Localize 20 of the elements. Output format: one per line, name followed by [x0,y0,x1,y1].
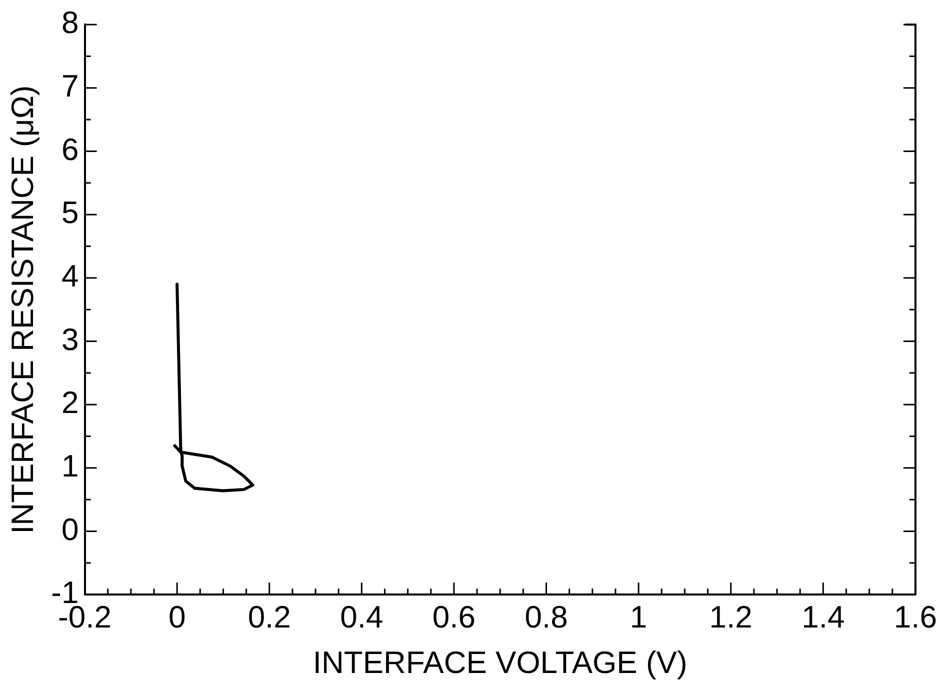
x-tick-label: 0.2 [248,600,291,635]
y-tick-label: 5 [62,195,79,230]
x-tick-label: 0.4 [340,600,384,635]
y-tick-label: 8 [62,5,79,40]
x-tick-label: 0.8 [524,600,568,635]
y-tick-label: 7 [62,68,79,104]
y-tick-label: 2 [62,385,79,420]
x-axis-title: INTERFACE VOLTAGE (V) [312,644,688,680]
x-tick-label: 1.4 [802,600,845,635]
y-tick-label: 4 [62,258,79,294]
y-tick-label: 1 [62,448,79,484]
y-tick-label: 3 [62,322,79,357]
y-tick-label: 6 [62,132,79,167]
x-tick-label: 1.6 [894,600,938,635]
x-tick-label: 1.2 [709,600,752,635]
y-tick-label: 0 [62,512,79,547]
x-tick-label: 0 [168,600,186,635]
x-tick-label: 1 [630,600,648,635]
x-tick-label: 0.6 [432,600,476,635]
y-axis-title: INTERFACE RESISTANCE (μΩ) [5,85,40,534]
